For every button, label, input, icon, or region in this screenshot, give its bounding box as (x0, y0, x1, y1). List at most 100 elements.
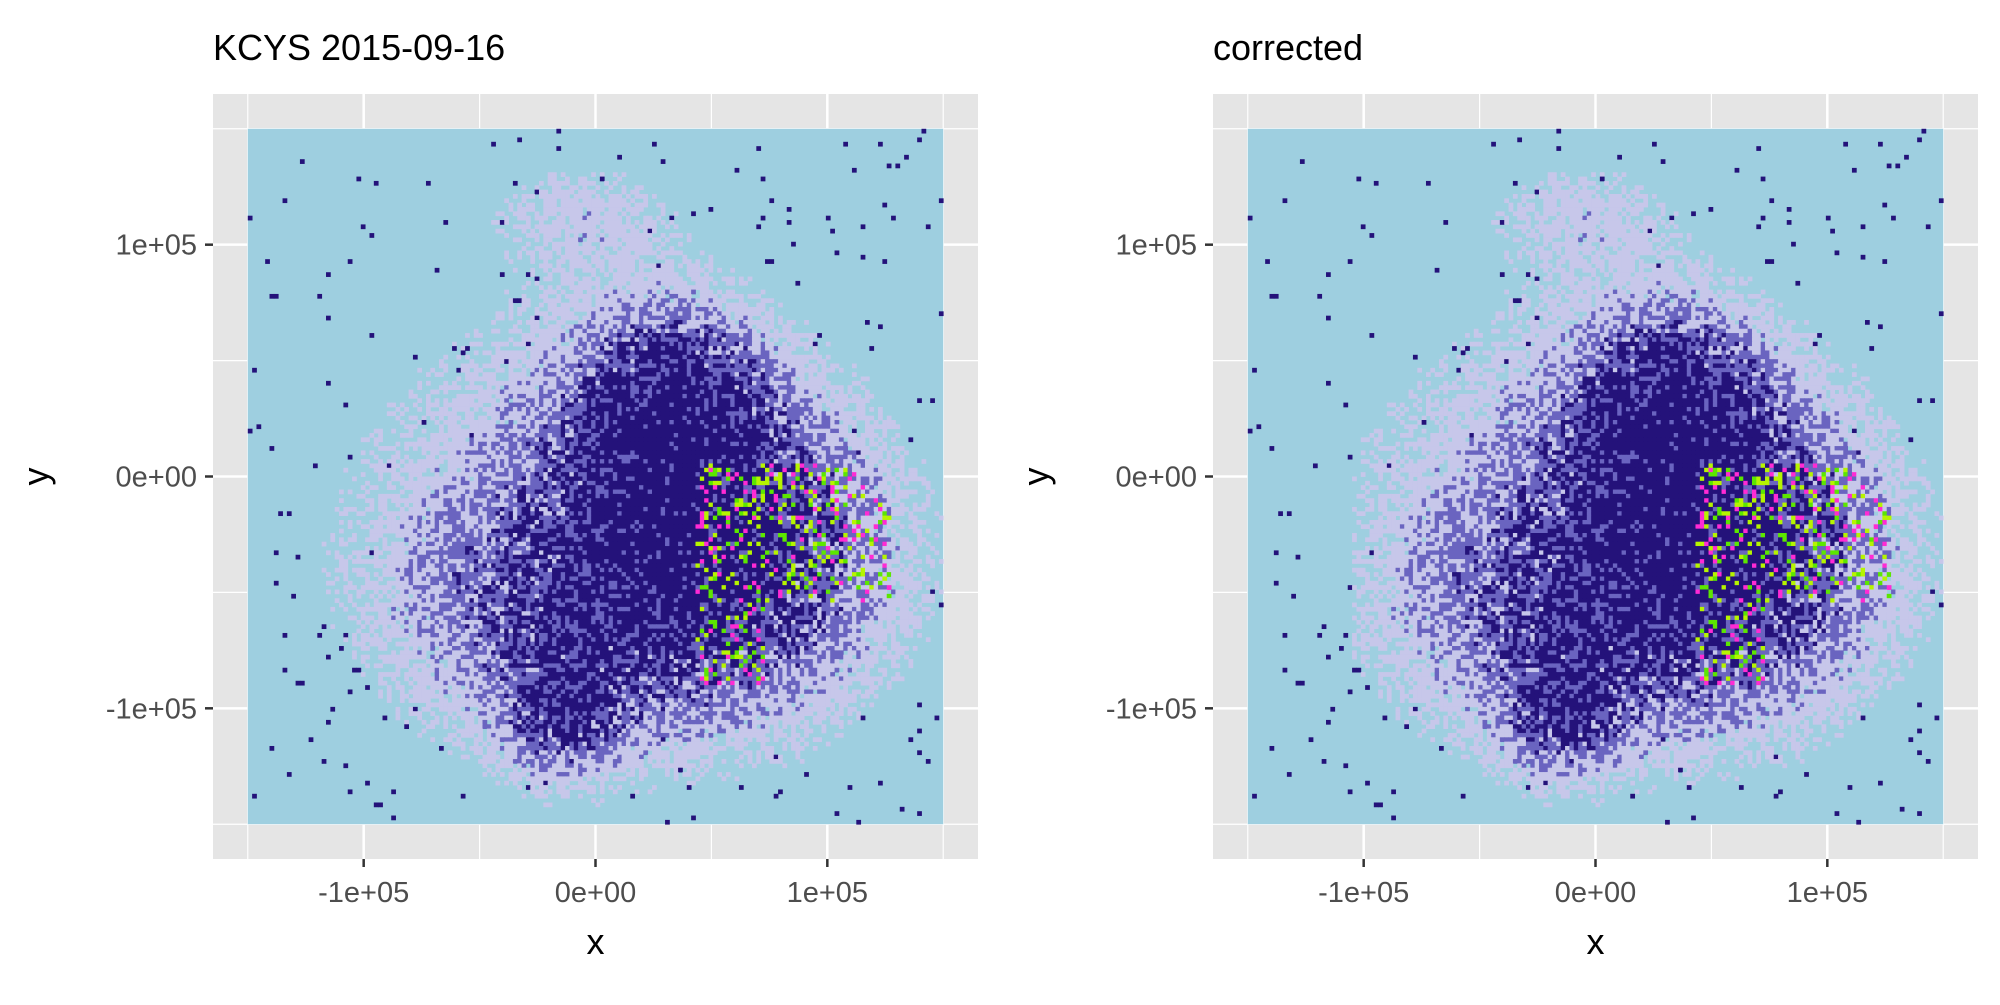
raster-cell (530, 472, 535, 477)
raster-cell (578, 407, 583, 412)
raster-cell (565, 207, 570, 212)
raster-cell (656, 264, 661, 269)
raster-cell (743, 355, 748, 360)
raster-cell (769, 481, 774, 486)
raster-cell (591, 346, 596, 351)
raster-cell (682, 359, 687, 364)
raster-cell (695, 394, 700, 399)
raster-cell (613, 242, 618, 247)
raster-cell (791, 390, 796, 395)
raster-cell (861, 407, 866, 412)
raster-cell (835, 250, 840, 255)
raster-cell (761, 463, 766, 468)
raster-cell (587, 194, 592, 199)
raster-cell (487, 372, 492, 377)
raster-cell (617, 264, 622, 269)
raster-cell (556, 129, 561, 134)
raster-cell (604, 346, 609, 351)
raster-cell (617, 385, 622, 390)
raster-cell (843, 463, 848, 468)
raster-cell (448, 420, 453, 425)
raster-cell (648, 368, 653, 373)
raster-cell (643, 303, 648, 308)
raster-cell (561, 481, 566, 486)
raster-cell (691, 363, 696, 368)
raster-cell (709, 294, 714, 299)
raster-cell (826, 481, 831, 486)
raster-cell (813, 481, 818, 486)
raster-cell (482, 420, 487, 425)
raster-cell (800, 333, 805, 338)
raster-cell (613, 363, 618, 368)
raster-cell (800, 481, 805, 486)
raster-cell (717, 455, 722, 460)
raster-cell (496, 342, 501, 347)
raster-cell (648, 311, 653, 316)
raster-cell (900, 490, 905, 495)
raster-cell (765, 450, 770, 455)
raster-cell (591, 172, 596, 177)
raster-cell (726, 403, 731, 408)
raster-cell (709, 490, 714, 495)
raster-cell (782, 359, 787, 364)
raster-cell (795, 485, 800, 490)
raster-cell (709, 433, 714, 438)
raster-cell (782, 442, 787, 447)
raster-cell (865, 320, 870, 325)
raster-cell (443, 442, 448, 447)
raster-cell (461, 403, 466, 408)
raster-cell (774, 446, 779, 451)
raster-cell (756, 363, 761, 368)
raster-cell (769, 372, 774, 377)
raster-cell (765, 377, 770, 382)
raster-cell (878, 424, 883, 429)
raster-cell (556, 224, 561, 229)
raster-cell (830, 433, 835, 438)
raster-cell (482, 498, 487, 503)
raster-cell (478, 420, 483, 425)
raster-cell (539, 342, 544, 347)
raster-cell (795, 459, 800, 464)
raster-cell (478, 463, 483, 468)
raster-cell (596, 355, 601, 360)
raster-cell (422, 468, 427, 473)
raster-cell (643, 403, 648, 408)
raster-cell (678, 285, 683, 290)
raster-cell (804, 394, 809, 399)
raster-cell (665, 481, 670, 486)
raster-cell (478, 429, 483, 434)
raster-cell (717, 407, 722, 412)
raster-cell (835, 446, 840, 451)
raster-cell (600, 420, 605, 425)
raster-cell (639, 437, 644, 442)
raster-cell (774, 355, 779, 360)
raster-cell (465, 485, 470, 490)
raster-cell (726, 459, 731, 464)
raster-cell (469, 403, 474, 408)
raster-cell (487, 398, 492, 403)
raster-cell (652, 411, 657, 416)
raster-cell (574, 442, 579, 447)
raster-cell (535, 390, 540, 395)
raster-cell (787, 390, 792, 395)
raster-cell (530, 416, 535, 421)
raster-cell (617, 203, 622, 208)
raster-cell (869, 468, 874, 473)
raster-cell (665, 377, 670, 382)
raster-cell (604, 372, 609, 377)
raster-cell (726, 316, 731, 321)
raster-cell (374, 468, 379, 473)
raster-cell (539, 446, 544, 451)
raster-cell (635, 329, 640, 334)
raster-cell (739, 281, 744, 286)
raster-cell (735, 294, 740, 299)
raster-cell (748, 450, 753, 455)
raster-cell (400, 477, 405, 482)
raster-cell (630, 329, 635, 334)
raster-cell (478, 437, 483, 442)
raster-cell (487, 381, 492, 386)
raster-cell (791, 385, 796, 390)
raster-cell (639, 481, 644, 486)
raster-cell (617, 194, 622, 199)
raster-cell (774, 346, 779, 351)
